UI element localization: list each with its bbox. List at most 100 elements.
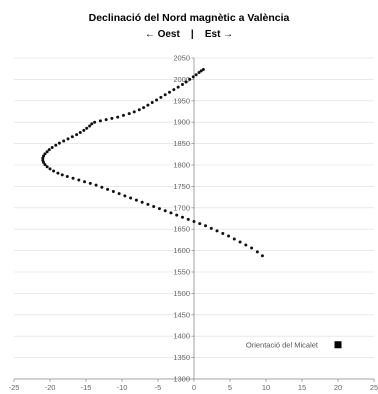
data-point [191,75,195,79]
data-point [176,85,180,89]
data-point [111,190,115,194]
x-tick-label: 15 [298,383,306,392]
data-point [42,154,46,158]
data-point [244,243,248,247]
data-point [116,115,120,119]
data-point [255,250,259,254]
x-tick-label: -20 [45,383,56,392]
micalet-marker [334,341,342,349]
x-tick-label: -15 [81,383,92,392]
data-point [93,120,97,124]
data-point [104,118,108,122]
data-point [47,148,51,152]
tick-labels: 1300135014001450150015501600165017001750… [9,54,378,393]
y-tick-label: 1850 [173,139,190,148]
data-point [88,124,92,128]
x-tick-label: 5 [228,383,232,392]
data-point [82,128,86,132]
data-point [83,180,87,184]
data-point [132,110,136,114]
chart-title: Declinació del Nord magnètic a València [89,12,290,24]
data-point [250,246,254,250]
chart-subtitle: ← Oest | Est → [145,29,233,40]
y-tick-label: 2000 [173,75,190,84]
data-point [94,183,98,187]
data-point [43,163,47,167]
data-point [260,254,264,258]
x-tick-label: 0 [192,383,196,392]
axes [13,57,375,382]
y-tick-label: 1550 [173,268,190,277]
y-tick-label: 1750 [173,182,190,191]
y-tick-label: 1600 [173,246,190,255]
data-point [180,83,184,87]
data-point [50,145,54,149]
data-point [209,226,213,230]
data-point [152,205,156,209]
data-point [88,181,92,185]
y-tick-label: 1950 [173,96,190,105]
data-point [238,240,242,244]
y-tick-label: 1700 [173,203,190,212]
data-point [98,119,102,123]
data-point [155,98,159,102]
data-point [54,143,58,147]
data-point [134,198,138,202]
data-point [57,141,61,145]
data-point [137,108,141,112]
data-point [43,152,47,156]
y-tick-label: 1900 [173,118,190,127]
data-point [168,90,172,94]
data-point [163,209,167,213]
data-point [52,169,56,173]
data-point [127,112,131,116]
data-point [70,135,74,139]
data-point [201,68,205,72]
legend: Orientació del Micalet [246,340,342,349]
y-tick-label: 2050 [173,54,190,63]
x-tick-label: -10 [117,383,128,392]
data-point [85,126,89,130]
data-point [172,88,176,92]
data-point [60,173,64,177]
data-point [180,215,184,219]
data-point [100,185,104,189]
data-point [110,116,114,120]
data-point [56,171,60,175]
data-point [186,217,190,221]
y-tick-label: 1350 [173,353,190,362]
data-point [62,139,66,143]
data-point [204,224,208,228]
data-point [157,207,161,211]
data-point [41,158,45,162]
y-tick-label: 1400 [173,332,190,341]
data-point [45,165,49,169]
data-point [146,103,150,107]
data-point [65,175,69,179]
data-point [159,95,163,99]
x-tick-label: 25 [370,383,378,392]
x-tick-label: -25 [9,383,20,392]
data-point [192,219,196,223]
data-point [188,77,192,81]
data-point [140,200,144,204]
data-point [163,93,167,97]
data-point [146,202,150,206]
data-point [129,196,133,200]
y-tick-label: 1650 [173,225,190,234]
chart-header: Declinació del Nord magnètic a València … [89,12,290,40]
x-tick-label: -5 [155,383,162,392]
data-point [66,137,70,141]
data-point [77,178,81,182]
y-tick-label: 1300 [173,375,190,384]
data-point [169,211,173,215]
data-point [142,106,146,110]
data-point [197,71,201,75]
x-tick-label: 20 [334,383,342,392]
data-point [175,213,179,217]
y-tick-label: 1800 [173,161,190,170]
data-point [215,229,219,233]
data-point [121,113,125,117]
data-point [48,167,52,171]
data-point [123,194,127,198]
